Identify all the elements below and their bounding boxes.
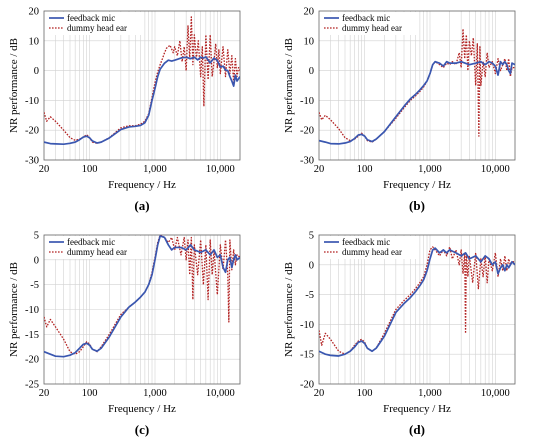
- x-tick-label: 1,000: [143, 388, 167, 399]
- legend-box: [321, 236, 417, 259]
- series-line-dummy-head-ear: [319, 246, 515, 355]
- panel-label: (a): [134, 198, 149, 213]
- legend-label: feedback mic: [67, 237, 115, 247]
- y-tick-label: 20: [304, 7, 315, 18]
- x-tick-label: 20: [39, 388, 50, 399]
- x-tick-label: 20: [39, 164, 50, 175]
- plot-frame: [43, 234, 241, 385]
- x-tick-label: 1,000: [418, 164, 442, 175]
- y-tick-label: 10: [304, 36, 315, 47]
- panel-label: (b): [409, 198, 425, 213]
- y-axis-label: NR performance / dB: [283, 38, 295, 133]
- x-axis-label: Frequency / Hz: [108, 403, 176, 415]
- series-line-dummy-head-ear: [319, 28, 515, 143]
- y-tick-label: -25: [25, 380, 39, 391]
- y-tick-label: 5: [309, 231, 314, 242]
- y-tick-label: 0: [34, 66, 39, 77]
- panel-label: (d): [409, 422, 425, 437]
- legend-label: feedback mic: [342, 237, 390, 247]
- y-tick-label: -20: [25, 355, 39, 366]
- x-axis-label: Frequency / Hz: [108, 179, 176, 191]
- panel-label: (c): [135, 422, 149, 437]
- grid: [44, 10, 240, 161]
- grid: [44, 234, 240, 385]
- y-tick-label: -15: [300, 350, 314, 361]
- series-line-feedback-mic: [44, 56, 240, 146]
- x-axis-label: Frequency / Hz: [383, 179, 451, 191]
- legend-label: feedback mic: [342, 13, 390, 23]
- series-line-feedback-mic: [319, 247, 515, 357]
- y-tick-label: -10: [300, 320, 314, 331]
- legend-box: [46, 236, 142, 259]
- x-tick-label: 1,000: [143, 164, 167, 175]
- chart-panel-d: 20 100 1,000 10,000 -20 -15 -10 -5 0 5 Frequency /…: [283, 231, 516, 437]
- series-line-feedback-mic: [44, 235, 240, 358]
- y-tick-label: -20: [300, 380, 314, 391]
- y-tick-label: 5: [34, 231, 39, 242]
- y-axis-label: NR performance / dB: [8, 262, 20, 357]
- x-tick-label: 100: [357, 388, 373, 399]
- x-tick-label: 10,000: [481, 388, 510, 399]
- plot-frame: [43, 10, 241, 161]
- y-tick-label: 10: [29, 36, 40, 47]
- x-tick-label: 20: [314, 388, 325, 399]
- legend-label: feedback mic: [67, 13, 115, 23]
- plot-frame: [318, 234, 516, 385]
- y-tick-label: -5: [30, 280, 39, 291]
- legend-label: dummy head ear: [67, 23, 127, 33]
- legend-box: [46, 12, 142, 35]
- y-tick-label: -10: [25, 305, 39, 316]
- x-axis-label: Frequency / Hz: [383, 403, 451, 415]
- y-tick-label: -20: [25, 126, 39, 137]
- y-tick-label: -5: [305, 290, 314, 301]
- legend-label: dummy head ear: [342, 247, 402, 257]
- series-line-feedback-mic: [319, 60, 515, 145]
- y-tick-label: -30: [300, 156, 314, 167]
- y-tick-label: -15: [25, 330, 39, 341]
- legend-label: dummy head ear: [67, 247, 127, 257]
- chart-panel-a: 20 100 1,000 10,000 -30 -20 -10 0 10 20 Frequency …: [8, 7, 241, 213]
- y-tick-label: -10: [300, 96, 314, 107]
- plot-frame: [318, 10, 516, 161]
- x-tick-label: 20: [314, 164, 325, 175]
- x-tick-label: 10,000: [206, 164, 235, 175]
- series-line-dummy-head-ear: [44, 235, 240, 355]
- x-tick-label: 100: [357, 164, 373, 175]
- y-tick-label: -10: [25, 96, 39, 107]
- y-tick-label: 20: [29, 7, 40, 18]
- y-axis-label: NR performance / dB: [283, 262, 295, 357]
- legend-label: dummy head ear: [342, 23, 402, 33]
- chart-panel-c: 20 100 1,000 10,000 -25 -20 -15 -10 -5 0 5 Frequenc…: [8, 231, 241, 437]
- x-tick-label: 10,000: [206, 388, 235, 399]
- x-tick-label: 100: [82, 164, 98, 175]
- x-tick-label: 10,000: [481, 164, 510, 175]
- y-tick-label: 0: [309, 260, 314, 271]
- x-tick-label: 100: [82, 388, 98, 399]
- x-tick-label: 1,000: [418, 388, 442, 399]
- legend-box: [321, 12, 417, 35]
- chart-panel-b: 20 100 1,000 10,000 -30 -20 -10 0 10 20 Frequency …: [283, 7, 516, 213]
- y-tick-label: 0: [309, 66, 314, 77]
- y-tick-label: 0: [34, 255, 39, 266]
- y-tick-label: -20: [300, 126, 314, 137]
- y-tick-label: -30: [25, 156, 39, 167]
- y-axis-label: NR performance / dB: [8, 38, 20, 133]
